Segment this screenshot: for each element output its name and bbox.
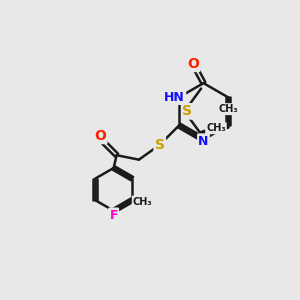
Text: CH₃: CH₃: [218, 104, 238, 114]
Text: O: O: [94, 129, 106, 143]
Text: N: N: [198, 135, 209, 148]
Text: O: O: [187, 57, 199, 71]
Text: CH₃: CH₃: [206, 123, 226, 133]
Text: S: S: [155, 138, 165, 152]
Text: HN: HN: [164, 91, 185, 104]
Text: S: S: [182, 104, 193, 118]
Text: F: F: [110, 209, 118, 222]
Text: CH₃: CH₃: [133, 196, 152, 207]
